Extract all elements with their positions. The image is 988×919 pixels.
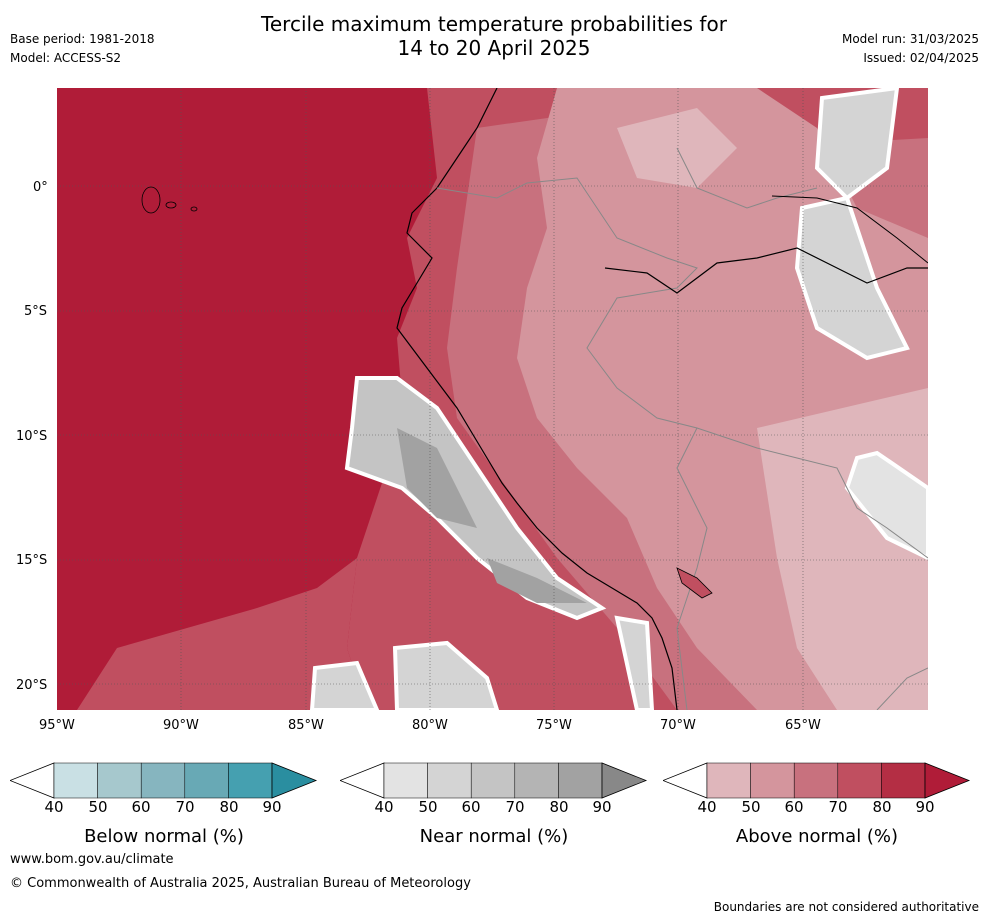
colorbar-swatch: [470, 762, 516, 799]
colorbar-above-normal-label: Above normal (%): [735, 826, 899, 847]
colorbar-near-normal-swatches: [340, 762, 648, 799]
colorbar-tick: 60: [461, 798, 481, 816]
colorbar-above-normal-swatches: [663, 762, 971, 799]
colorbar-tick: 80: [549, 798, 569, 816]
colorbar-tick: 60: [131, 798, 151, 816]
lon-label-70w: 70°W: [660, 718, 696, 733]
lon-label-95w: 95°W: [39, 718, 75, 733]
lon-label-75w: 75°W: [536, 718, 572, 733]
colorbar-tick: 70: [175, 798, 195, 816]
country-borders: [436, 177, 708, 710]
colorbar-tick: 40: [44, 798, 64, 816]
colorbar-swatch: [514, 762, 559, 799]
galapagos-islands: [141, 186, 198, 214]
map-title: Tercile maximum temperature probabilitie…: [0, 12, 988, 60]
colorbar-swatch: [793, 762, 839, 799]
boundaries-disclaimer: Boundaries are not considered authoritat…: [713, 900, 979, 914]
colorbar-extend-high: [271, 762, 318, 799]
colorbar-tick: 60: [784, 798, 804, 816]
colorbar-swatch: [97, 762, 142, 799]
near-normal-amazon: [794, 195, 910, 361]
colorbar-swatch: [228, 762, 273, 799]
lat-label-20s: 20°S: [16, 678, 48, 693]
lat-label-10s: 10°S: [16, 429, 48, 444]
colorbar-tick: 70: [828, 798, 848, 816]
colorbar-tick: 90: [262, 798, 282, 816]
colorbar-near-normal-ticks: 40 50 60 70 80 90: [340, 798, 648, 818]
colorbar-swatch: [427, 762, 472, 799]
lat-label-5s: 5°S: [24, 304, 48, 319]
colorbar-swatch: [837, 762, 882, 799]
colorbar-extend-low: [340, 762, 385, 799]
colorbar-tick: 50: [741, 798, 761, 816]
colorbar-below-normal-swatches: [10, 762, 318, 799]
lon-label-90w: 90°W: [163, 718, 199, 733]
colorbar-below-normal: 40 50 60 70 80 90 Below normal (%): [10, 762, 318, 862]
near-normal-south-ocean: [309, 660, 380, 710]
colorbar-tick: 90: [592, 798, 612, 816]
colorbar-near-normal-label: Near normal (%): [419, 826, 569, 847]
colorbar-swatch: [558, 762, 603, 799]
probability-map: [57, 88, 928, 710]
colorbar-tick: 40: [374, 798, 394, 816]
model-name-text: Model: ACCESS-S2: [10, 51, 122, 65]
colorbar-tick: 80: [872, 798, 892, 816]
colorbar-swatch: [140, 762, 186, 799]
colorbar-below-normal-ticks: 40 50 60 70 80 90: [10, 798, 318, 818]
issued-date-text: Issued: 02/04/2025: [863, 51, 979, 65]
model-run-text: Model run: 31/03/2025: [841, 32, 979, 46]
colorbar-tick: 50: [418, 798, 438, 816]
colorbar-tick: 90: [915, 798, 935, 816]
colorbar-extend-high: [601, 762, 648, 799]
copyright-text: © Commonwealth of Australia 2025, Austra…: [10, 876, 471, 891]
colorbar-swatch: [881, 762, 926, 799]
colorbar-swatch: [750, 762, 795, 799]
colorbar-tick: 40: [697, 798, 717, 816]
map-title-line1: Tercile maximum temperature probabilitie…: [261, 12, 727, 36]
colorbar-swatch: [706, 762, 751, 799]
colorbar-tick: 70: [505, 798, 525, 816]
colorbar-above-normal-ticks: 40 50 60 70 80 90: [663, 798, 971, 818]
colorbar-tick: 50: [88, 798, 108, 816]
lat-label-0: 0°: [33, 180, 48, 195]
website-url-text: www.bom.gov.au/climate: [10, 852, 174, 867]
colorbar-tick: 80: [219, 798, 239, 816]
colorbar-swatch: [383, 762, 428, 799]
lat-label-15s: 15°S: [16, 553, 48, 568]
lon-label-65w: 65°W: [785, 718, 821, 733]
near-normal-north: [814, 88, 900, 201]
colorbar-near-normal: 40 50 60 70 80 90 Near normal (%): [340, 762, 648, 862]
amazon-river: [604, 247, 928, 294]
colorbar-extend-high: [924, 762, 971, 799]
lon-label-85w: 85°W: [288, 718, 324, 733]
coastline: [396, 88, 678, 710]
colorbar-swatch: [53, 762, 98, 799]
colorbar-extend-low: [663, 762, 708, 799]
colorbar-swatch: [184, 762, 229, 799]
colorbar-extend-low: [10, 762, 55, 799]
map-title-line2: 14 to 20 April 2025: [397, 36, 591, 60]
colorbar-above-normal: 40 50 60 70 80 90 Above normal (%): [663, 762, 971, 862]
graticule: [57, 88, 928, 710]
lon-label-80w: 80°W: [412, 718, 448, 733]
lake-titicaca: [676, 567, 713, 599]
colorbar-below-normal-label: Below normal (%): [84, 826, 244, 847]
base-period-text: Base period: 1981-2018: [10, 32, 155, 46]
